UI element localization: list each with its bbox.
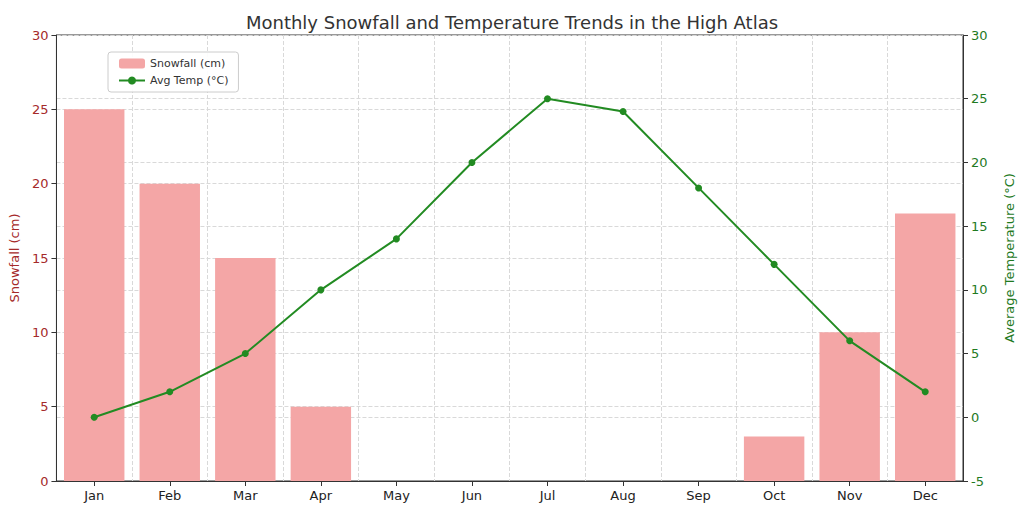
- svg-text:10: 10: [32, 325, 49, 340]
- svg-text:Feb: Feb: [158, 488, 181, 503]
- svg-text:Jul: Jul: [539, 488, 556, 503]
- svg-text:-5: -5: [971, 474, 984, 489]
- svg-text:Avg Temp (°C): Avg Temp (°C): [150, 74, 228, 87]
- svg-text:Sep: Sep: [686, 488, 711, 503]
- svg-text:Dec: Dec: [913, 488, 938, 503]
- svg-text:Apr: Apr: [310, 488, 333, 503]
- svg-text:May: May: [383, 488, 410, 503]
- svg-text:30: 30: [32, 28, 49, 43]
- svg-text:20: 20: [32, 176, 49, 191]
- svg-text:25: 25: [32, 102, 49, 117]
- svg-text:Jun: Jun: [461, 488, 482, 503]
- svg-text:20: 20: [971, 155, 988, 170]
- svg-text:Monthly Snowfall and Temperatu: Monthly Snowfall and Temperature Trends …: [246, 12, 778, 33]
- svg-text:Mar: Mar: [233, 488, 258, 503]
- svg-text:0: 0: [40, 474, 48, 489]
- svg-text:Oct: Oct: [763, 488, 785, 503]
- svg-text:Snowfall (cm): Snowfall (cm): [150, 57, 225, 70]
- svg-text:10: 10: [971, 282, 988, 297]
- svg-text:Average Temperature (°C): Average Temperature (°C): [1002, 173, 1017, 343]
- svg-text:0: 0: [971, 410, 979, 425]
- svg-text:30: 30: [971, 28, 988, 43]
- svg-text:Nov: Nov: [837, 488, 863, 503]
- svg-text:Aug: Aug: [610, 488, 635, 503]
- svg-text:15: 15: [971, 219, 988, 234]
- svg-text:15: 15: [32, 251, 49, 266]
- svg-text:5: 5: [40, 399, 48, 414]
- svg-text:Snowfall (cm): Snowfall (cm): [7, 214, 22, 303]
- svg-text:Jan: Jan: [83, 488, 104, 503]
- svg-text:25: 25: [971, 91, 988, 106]
- svg-text:5: 5: [971, 346, 979, 361]
